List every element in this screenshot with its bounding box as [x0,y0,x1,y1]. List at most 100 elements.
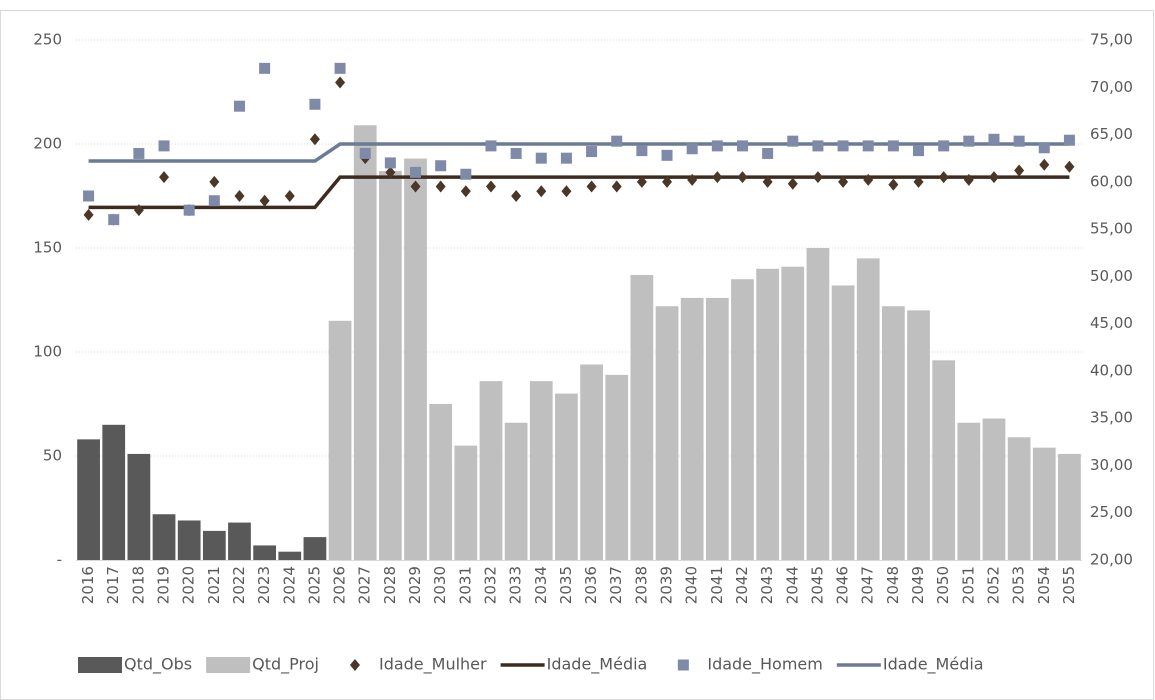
square-marker [636,145,648,157]
x-tick-label: 2019 [155,566,173,604]
diamond-marker [737,171,748,184]
x-tick-label: 2034 [532,566,550,604]
diamond-marker [83,208,94,221]
diamond-marker [309,133,320,146]
legend-label: Idade_Homem [707,655,823,675]
y2-tick-label: 50,00 [1090,267,1133,285]
x-tick-label: 2033 [507,566,525,604]
square-marker [837,140,849,152]
square-marker [510,147,522,159]
line [88,142,1070,163]
legend-label: Idade_Média [547,655,648,675]
x-tick-label: 2051 [959,566,977,604]
bar [102,424,126,560]
diamond-marker [209,175,220,188]
square-marker [435,160,447,172]
x-tick-label: 2047 [859,566,877,604]
diamond-marker [511,190,522,202]
x-tick-label: 2037 [607,566,625,604]
square-marker [83,190,95,202]
x-tick-label: 2028 [381,566,399,604]
diamond-marker [913,175,924,188]
bar [831,285,855,560]
bar [202,530,226,560]
x-tick-label: 2020 [180,566,198,604]
square-marker [887,140,899,152]
square-marker [208,195,220,207]
diamond-marker [284,190,295,202]
square-marker [334,62,346,74]
legend-swatch [677,659,689,671]
y-tick-label: 100 [33,343,62,361]
y2-tick-label: 70,00 [1090,78,1133,96]
square-marker [359,147,371,159]
diamond-marker [536,185,547,198]
x-tick-label: 2016 [79,566,97,604]
square-marker [963,135,975,147]
diamond-marker [812,171,823,184]
y2-tick-label: 75,00 [1090,31,1133,49]
square-marker [384,157,396,169]
diamond-marker [611,180,622,193]
diamond-marker [662,175,673,188]
square-marker [460,168,472,180]
x-tick-label: 2054 [1035,566,1053,604]
square-marker [611,135,623,147]
bar [429,404,453,560]
y2-tick-label: 45,00 [1090,314,1133,332]
diamond-marker [787,177,798,190]
bar [152,514,176,560]
x-tick-label: 2030 [431,566,449,604]
chart-border [0,10,1154,700]
bar [529,381,553,560]
bar [856,258,880,560]
square-marker [410,166,422,178]
x-tick-label: 2046 [834,566,852,604]
legend-label: Qtd_Proj [252,655,319,675]
x-tick-label: 2023 [255,566,273,604]
diamond-marker [1014,164,1025,177]
x-tick-label: 2021 [205,566,223,604]
square-marker [686,143,698,155]
square-marker [1063,134,1075,146]
bar [504,422,528,560]
y-tick-label: 200 [33,135,62,153]
square-marker [485,140,497,152]
legend-label: Idade_Média [883,655,984,675]
x-tick-label: 2032 [481,566,499,604]
square-marker [913,145,925,157]
bar [278,551,302,560]
bar [77,439,100,560]
x-tick-label: 2048 [884,566,902,604]
bar [705,297,729,560]
diamond-marker [435,180,446,193]
y2-tick-label: 35,00 [1090,409,1133,427]
y2-tick-label: 30,00 [1090,456,1133,474]
x-tick-label: 2036 [582,566,600,604]
bar [303,537,327,560]
diamond-marker [410,180,421,193]
diamond-marker [133,204,144,217]
diamond-marker [234,190,245,202]
diamond-marker [963,173,974,186]
legend-label: Idade_Mulher [379,655,487,675]
diamond-marker [838,175,849,188]
bar [756,268,779,560]
x-tick-label: 2035 [557,566,575,604]
square-marker [762,147,774,159]
y-tick-label: 250 [33,31,62,49]
square-marker [1013,135,1025,147]
y-tick-label: - [57,551,62,569]
legend-swatch [78,657,122,673]
x-tick-label: 2026 [331,566,349,604]
bar [907,310,930,560]
legend-swatch [349,659,360,671]
bar [630,275,654,560]
x-tick-label: 2042 [733,566,751,604]
diamond-marker [988,171,999,184]
x-tick-label: 2044 [783,566,801,604]
x-tick-label: 2017 [104,566,122,604]
y2-tick-label: 20,00 [1090,551,1133,569]
bar [882,306,905,560]
bar [806,248,830,560]
